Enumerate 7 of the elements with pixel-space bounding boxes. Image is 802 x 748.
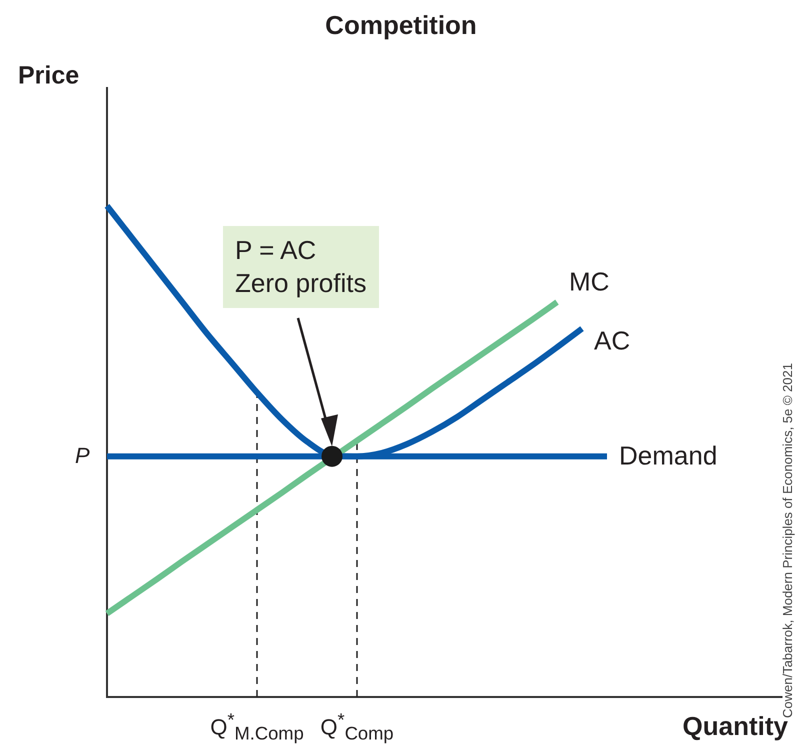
series-label: MC [569,266,610,298]
chart-title: Competition [324,10,478,41]
series-label: AC [594,325,630,356]
y-axis-title: Price [18,62,80,90]
annotation: P = AC Zero profits [223,226,378,308]
text: P [75,443,90,470]
series-label: Demand [619,440,718,472]
